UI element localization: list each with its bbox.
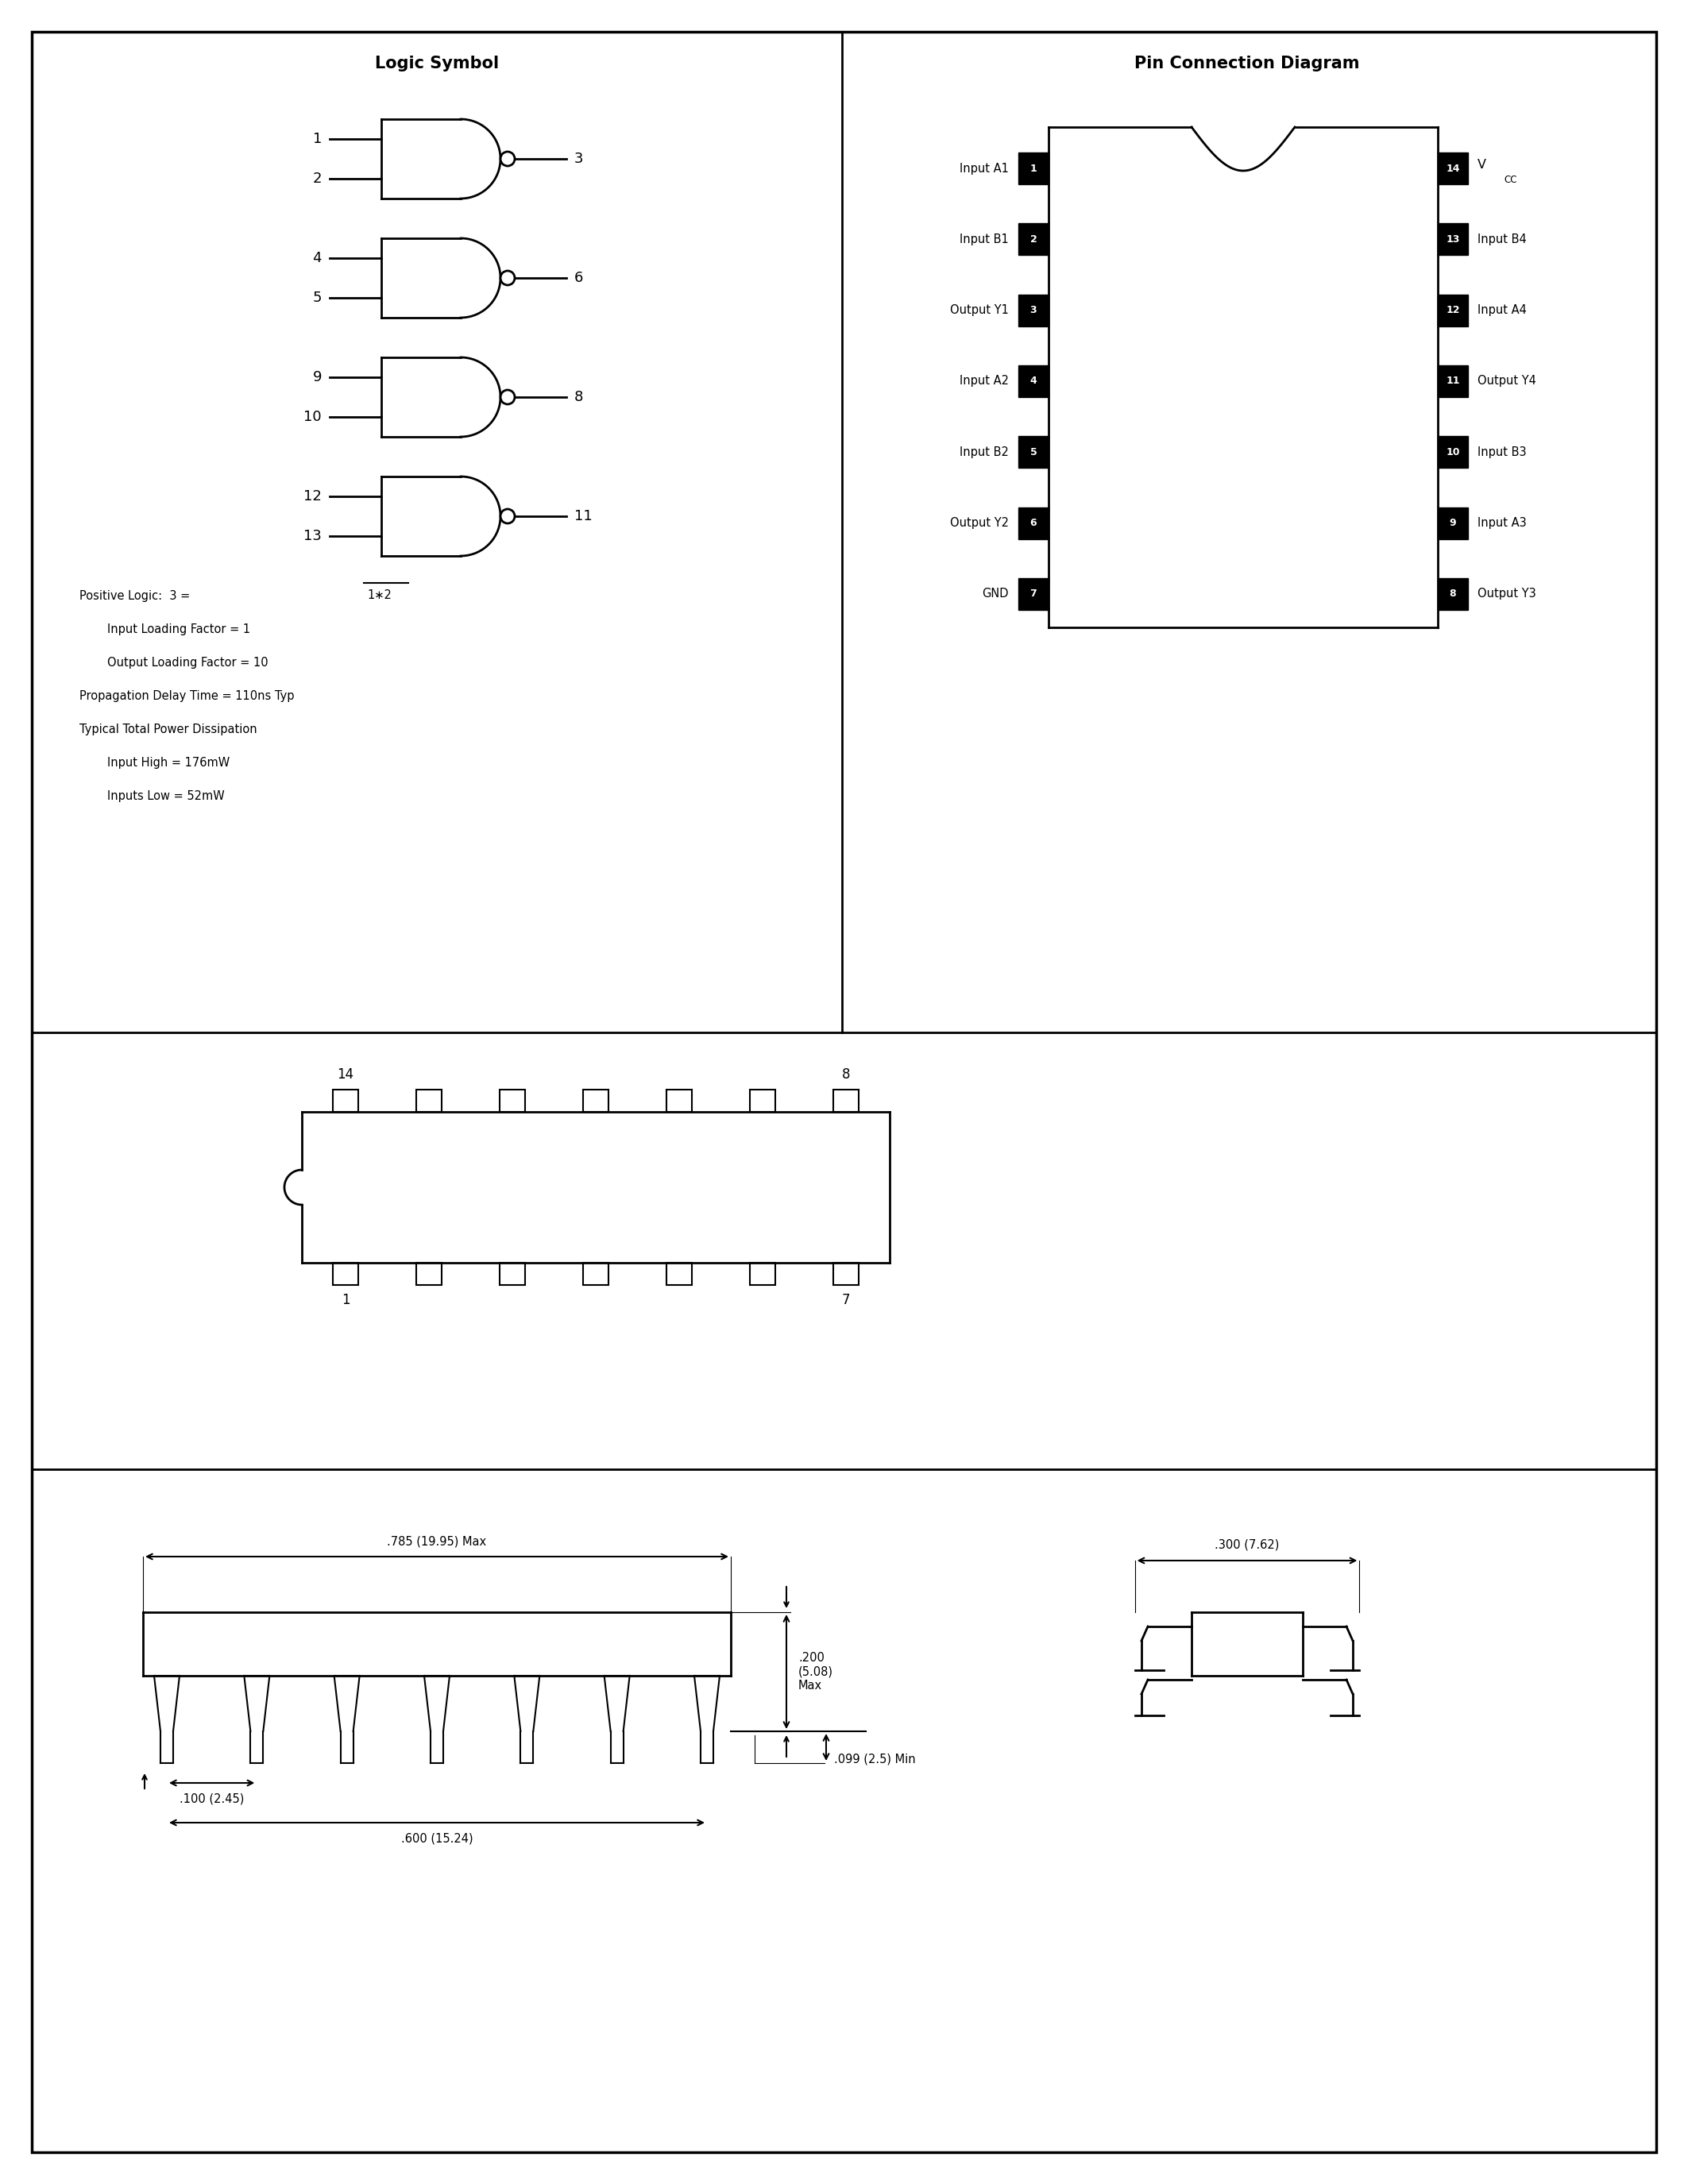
Text: 6: 6: [574, 271, 584, 286]
Bar: [749, 1090, 775, 1112]
Text: Output Y1: Output Y1: [950, 304, 1009, 317]
Text: 14: 14: [1447, 164, 1460, 173]
Bar: [1018, 153, 1048, 183]
Bar: [582, 1090, 608, 1112]
Text: Input B2: Input B2: [960, 446, 1009, 459]
Bar: [749, 1262, 775, 1284]
Text: Input A2: Input A2: [959, 376, 1009, 387]
Bar: [333, 1262, 358, 1284]
Bar: [1018, 365, 1048, 397]
Text: Output Y4: Output Y4: [1477, 376, 1536, 387]
Text: Input A1: Input A1: [960, 162, 1009, 175]
Circle shape: [500, 509, 515, 524]
Text: 1: 1: [312, 131, 322, 146]
Text: Inputs Low = 52mW: Inputs Low = 52mW: [108, 791, 225, 802]
Text: Output Y2: Output Y2: [950, 518, 1009, 529]
Text: Logic Symbol: Logic Symbol: [375, 55, 500, 72]
Text: V: V: [1477, 159, 1485, 170]
Text: 5: 5: [312, 290, 322, 306]
Text: 11: 11: [1447, 376, 1460, 387]
Bar: [1438, 437, 1469, 467]
Text: Pin Connection Diagram: Pin Connection Diagram: [1134, 55, 1361, 72]
Bar: [500, 1262, 525, 1284]
Bar: [1438, 295, 1469, 325]
Text: 13: 13: [304, 529, 322, 544]
Bar: [1018, 223, 1048, 256]
Bar: [1438, 507, 1469, 539]
Bar: [667, 1090, 692, 1112]
Text: Input High = 176mW: Input High = 176mW: [108, 756, 230, 769]
Text: 2: 2: [312, 173, 322, 186]
Text: .600 (15.24): .600 (15.24): [400, 1832, 473, 1843]
Text: Input B1: Input B1: [960, 234, 1009, 245]
Text: .099 (2.5) Min: .099 (2.5) Min: [834, 1754, 915, 1765]
Text: 13: 13: [1447, 234, 1460, 245]
Circle shape: [500, 151, 515, 166]
Bar: [1018, 507, 1048, 539]
Text: 8: 8: [842, 1068, 851, 1081]
Text: 10: 10: [304, 411, 322, 424]
Bar: [582, 1262, 608, 1284]
Text: 8: 8: [1450, 590, 1457, 598]
Text: Input B3: Input B3: [1477, 446, 1526, 459]
Text: 3: 3: [574, 151, 584, 166]
Text: Input A4: Input A4: [1477, 304, 1526, 317]
Bar: [1438, 223, 1469, 256]
Text: Output Loading Factor = 10: Output Loading Factor = 10: [108, 657, 268, 668]
Text: 4: 4: [1030, 376, 1036, 387]
Bar: [1438, 579, 1469, 609]
Text: .100 (2.45): .100 (2.45): [179, 1793, 245, 1804]
Text: 1: 1: [341, 1293, 349, 1308]
Text: .785 (19.95) Max: .785 (19.95) Max: [387, 1535, 486, 1546]
Text: 11: 11: [574, 509, 592, 524]
Text: 12: 12: [1447, 306, 1460, 314]
Text: .200
(5.08)
Max: .200 (5.08) Max: [798, 1651, 834, 1693]
Text: 3: 3: [1030, 306, 1036, 314]
Circle shape: [500, 271, 515, 286]
Bar: [1438, 365, 1469, 397]
Text: CC: CC: [1504, 175, 1518, 186]
Text: 14: 14: [338, 1068, 354, 1081]
Text: 7: 7: [842, 1293, 851, 1308]
Text: Output Y3: Output Y3: [1477, 587, 1536, 601]
Bar: [1018, 579, 1048, 609]
Text: 2: 2: [1030, 234, 1036, 245]
Text: 6: 6: [1030, 518, 1036, 529]
Text: .300 (7.62): .300 (7.62): [1215, 1540, 1280, 1551]
Text: 1: 1: [1030, 164, 1036, 173]
Text: Input Loading Factor = 1: Input Loading Factor = 1: [108, 622, 250, 636]
Bar: [1018, 437, 1048, 467]
Text: 1∗2: 1∗2: [366, 590, 392, 601]
Bar: [417, 1090, 442, 1112]
Bar: [500, 1090, 525, 1112]
Bar: [333, 1090, 358, 1112]
Text: Positive Logic:  3 =: Positive Logic: 3 =: [79, 590, 194, 601]
Text: Typical Total Power Dissipation: Typical Total Power Dissipation: [79, 723, 257, 736]
Bar: [834, 1090, 859, 1112]
Text: 9: 9: [1450, 518, 1457, 529]
Text: 10: 10: [1447, 448, 1460, 456]
Bar: [1438, 153, 1469, 183]
Text: 9: 9: [312, 369, 322, 384]
Text: 7: 7: [1030, 590, 1036, 598]
Bar: [667, 1262, 692, 1284]
Bar: [417, 1262, 442, 1284]
Text: 5: 5: [1030, 448, 1036, 456]
Text: 4: 4: [312, 251, 322, 264]
Bar: [834, 1262, 859, 1284]
Text: Propagation Delay Time = 110ns Typ: Propagation Delay Time = 110ns Typ: [79, 690, 294, 701]
Bar: [1018, 295, 1048, 325]
Text: 8: 8: [574, 391, 584, 404]
Circle shape: [500, 391, 515, 404]
Text: Input A3: Input A3: [1477, 518, 1526, 529]
Text: 12: 12: [304, 489, 322, 505]
Text: Input B4: Input B4: [1477, 234, 1526, 245]
Text: GND: GND: [982, 587, 1009, 601]
